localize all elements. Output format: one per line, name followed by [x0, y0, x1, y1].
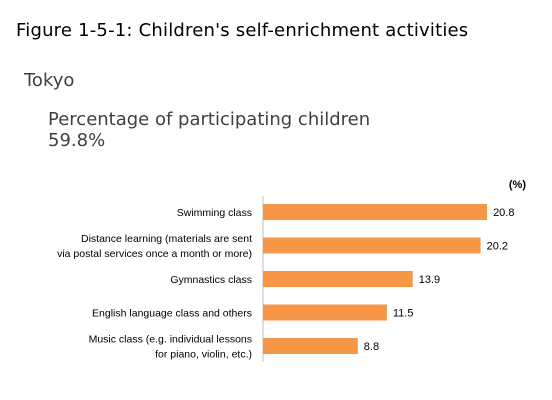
- bar: [263, 338, 358, 354]
- category-label: Distance learning (materials are sent: [81, 233, 252, 245]
- category-label: via postal services once a month or more…: [57, 248, 252, 260]
- bar: [263, 204, 488, 220]
- bar: [263, 271, 413, 287]
- region-label: Tokyo: [24, 70, 75, 91]
- bar: [263, 304, 387, 321]
- data-label: 20.2: [487, 241, 508, 253]
- participation-summary: Percentage of participating children 59.…: [48, 109, 370, 151]
- participation-label: Percentage of participating children: [48, 109, 371, 130]
- category-label: English language class and others: [92, 308, 252, 320]
- bar-chart: (%) 20.8 Swimming class 20.2 Distance learni…: [57, 179, 526, 362]
- data-label: 8.8: [364, 341, 379, 353]
- unit-label: (%): [509, 179, 526, 191]
- data-label: 13.9: [419, 274, 440, 286]
- category-label: Swimming class: [177, 207, 252, 219]
- figure-title: Figure 1-5-1: Children's self-enrichment…: [16, 20, 469, 41]
- data-label: 11.5: [393, 308, 414, 320]
- category-label: for piano, violin, etc.): [155, 349, 252, 361]
- category-label: Music class (e.g. individual lessons: [89, 334, 252, 346]
- category-label: Gymnastics class: [170, 274, 252, 286]
- bar: [263, 237, 481, 254]
- participation-value: 59.8%: [48, 130, 106, 151]
- data-label: 20.8: [493, 207, 514, 219]
